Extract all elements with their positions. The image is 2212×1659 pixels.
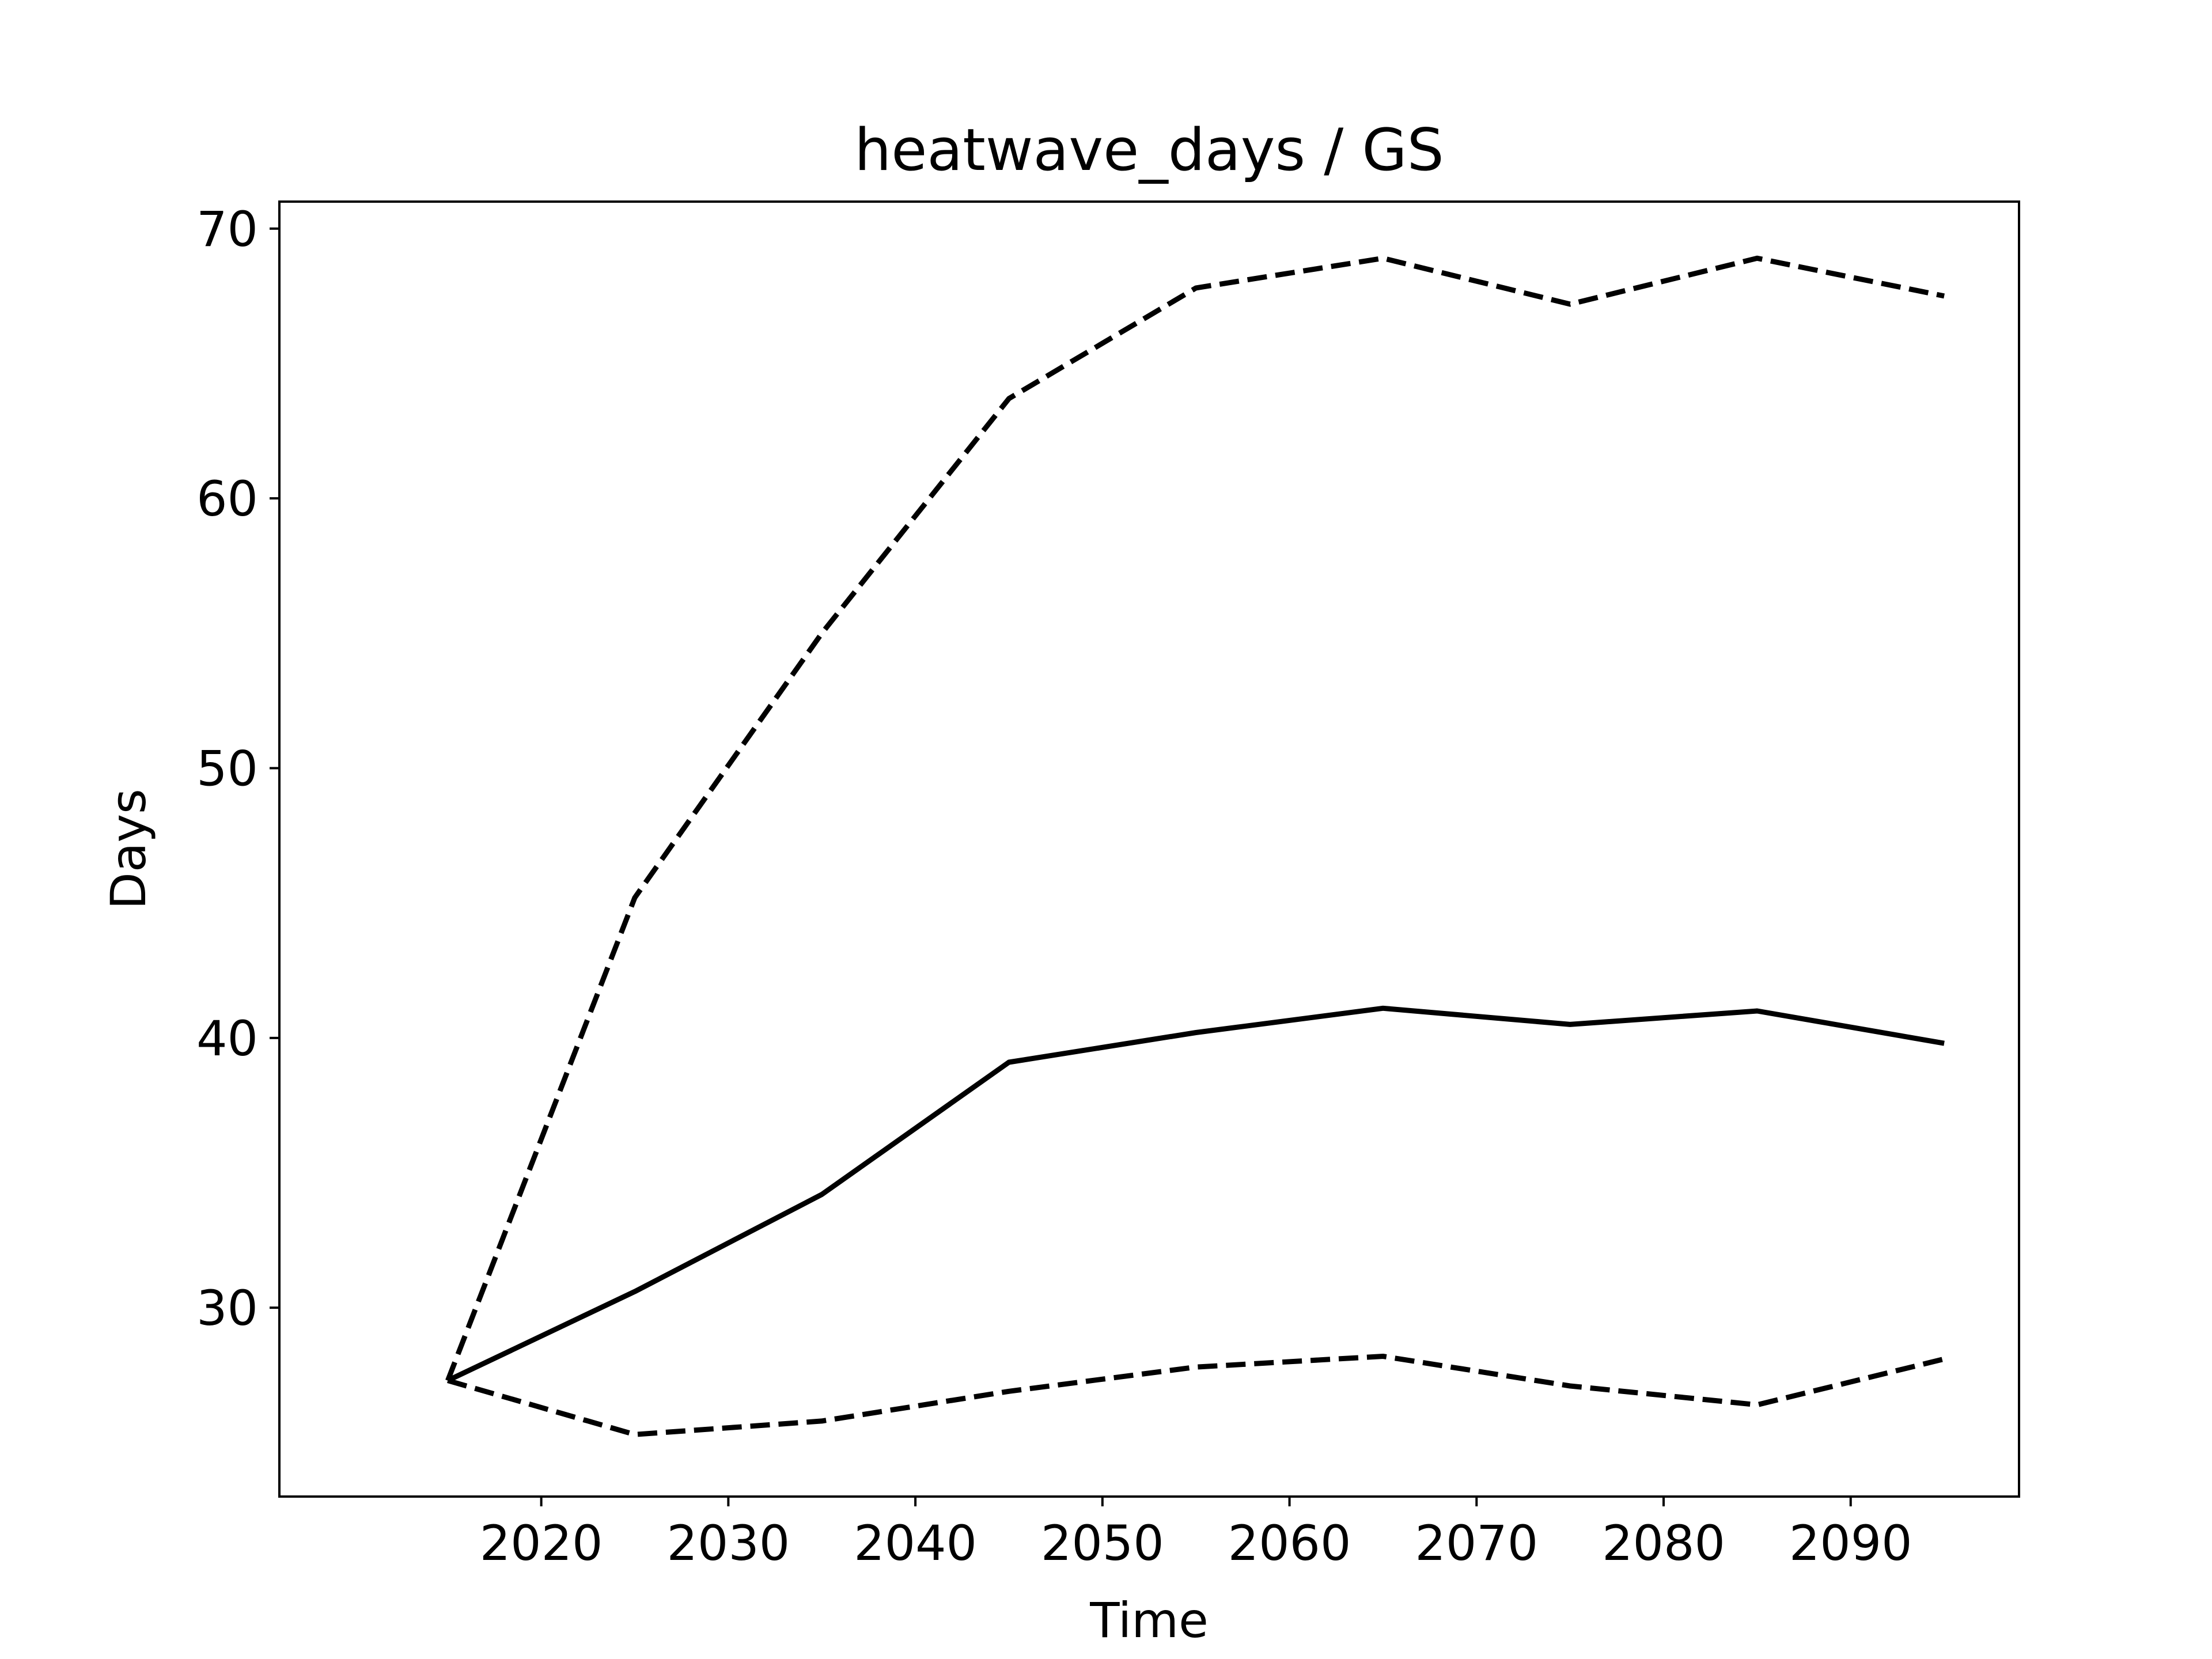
y-tick-label: 70 (196, 201, 258, 257)
y-tick-label: 60 (196, 471, 258, 527)
x-axis-label: Time (1089, 1592, 1209, 1649)
series-line-1 (445, 255, 1945, 1382)
y-tick-label: 50 (196, 741, 258, 797)
x-tick-label: 2080 (1602, 1515, 1725, 1571)
series-line-2 (447, 1354, 1945, 1437)
x-tick-label: 2050 (1041, 1515, 1164, 1571)
x-tick-label: 2090 (1789, 1515, 1912, 1571)
x-tick-label: 2020 (480, 1515, 603, 1571)
axes-layer: 2020 2030 2040 2050 2060 2070 2080 2090 30 40 50 60… (196, 200, 2020, 1571)
series-layer (445, 255, 1945, 1437)
plot-frame (278, 200, 2020, 1498)
x-tick-label: 2030 (666, 1515, 790, 1571)
chart-title: heatwave_days / GS (854, 116, 1444, 184)
x-tick-label: 2070 (1415, 1515, 1538, 1571)
x-tick-label: 2040 (854, 1515, 977, 1571)
series-line-0 (446, 1005, 1945, 1383)
y-tick-label: 30 (196, 1280, 258, 1336)
y-tick-label: 40 (196, 1010, 258, 1067)
y-axis-label: Days (100, 789, 157, 910)
x-tick-label: 2060 (1228, 1515, 1351, 1571)
